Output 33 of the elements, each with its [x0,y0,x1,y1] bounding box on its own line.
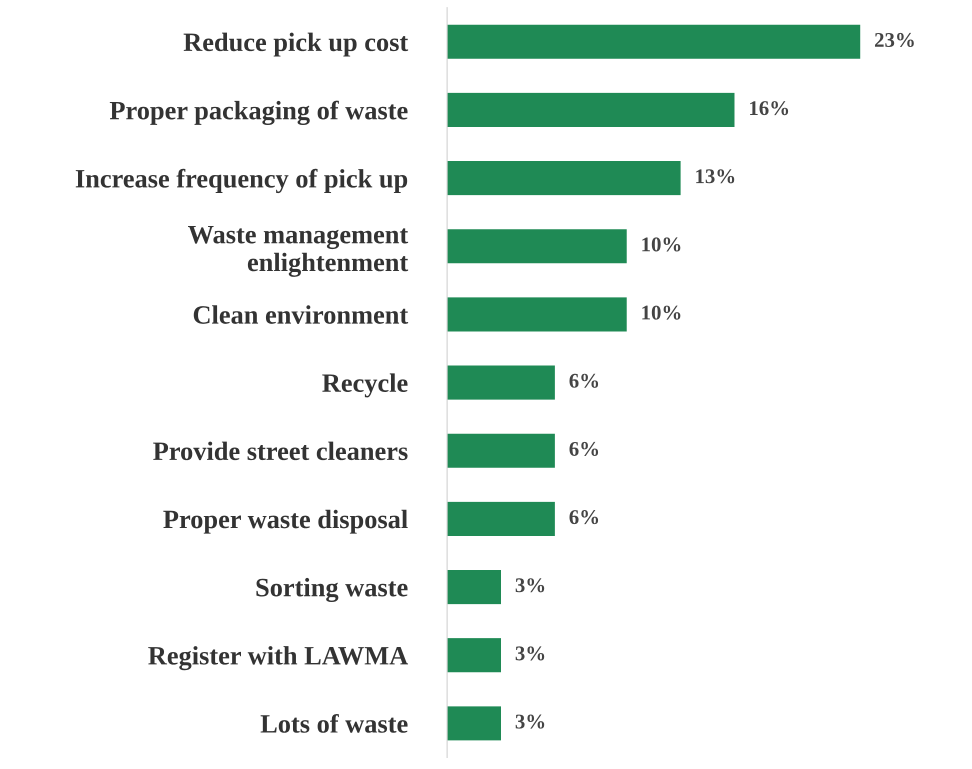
y-tick-label: Proper waste disposal [163,510,408,534]
y-tick-label: Recycle [322,373,408,398]
y-tick-label: Sorting waste [256,578,408,602]
bar [447,502,555,536]
data-label: 6% [569,374,598,388]
y-tick-label: Register with LAWMA [148,646,408,670]
y-tick-label: Reduce pick up cost [184,32,408,57]
data-label: 13% [696,169,734,184]
y-tick-label: Lots of waste [260,714,408,733]
bar [447,161,681,196]
bar [447,570,502,604]
bar [447,24,860,59]
data-label: 6% [569,442,598,456]
data-label: 6% [569,510,598,524]
bar [447,434,555,468]
y-tick-label: Waste management enlightenment [188,226,408,277]
bar [447,297,627,332]
bar [447,92,734,127]
bar [447,229,627,264]
y-tick-label: Proper packaging of waste [110,100,408,126]
y-tick-label: Provide street cleaners [153,442,408,460]
data-label: 16% [750,101,788,116]
data-label: 10% [642,306,680,320]
data-label: 10% [642,237,680,252]
y-tick-label: Clean environment [194,305,408,324]
y-tick-label: Increase frequency of pick up [76,168,408,194]
data-label: 3% [516,714,544,729]
bar [447,366,555,400]
data-label: 23% [874,32,914,48]
data-label: 3% [516,646,544,661]
data-label: 3% [516,578,544,592]
bar [447,638,502,672]
bar [447,706,502,740]
